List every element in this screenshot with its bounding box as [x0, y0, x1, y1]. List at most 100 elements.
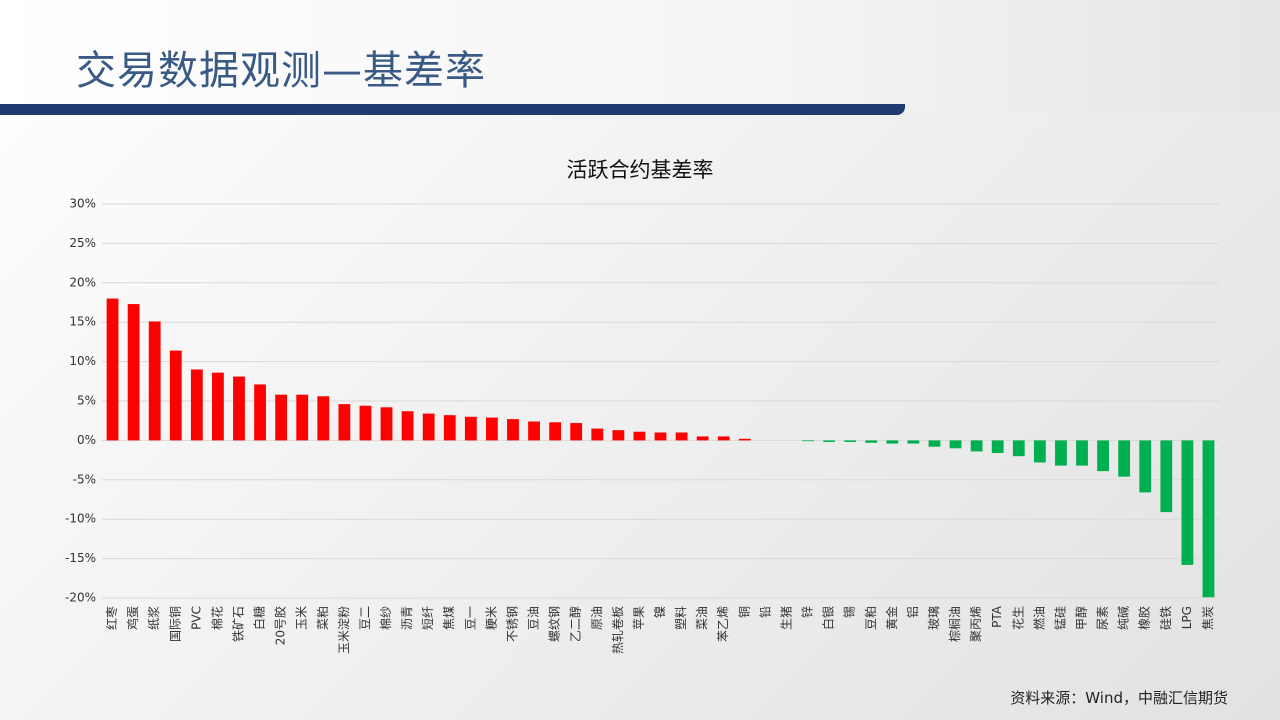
x-tick-label: 铁矿石 — [231, 606, 245, 642]
bar — [991, 440, 1004, 454]
bar — [1160, 440, 1173, 513]
bar — [612, 430, 625, 441]
bar — [106, 298, 119, 441]
bar — [127, 304, 140, 441]
x-tick-label: 豆油 — [527, 606, 541, 630]
x-tick-label: 棕榈油 — [947, 606, 962, 642]
x-tick-label: 菜油 — [695, 606, 709, 630]
bar — [675, 432, 688, 441]
x-tick-label: 铅 — [758, 606, 772, 618]
bar — [1118, 440, 1131, 477]
x-tick-label: PTA — [990, 605, 1004, 628]
x-tick-label: 棉纱 — [379, 606, 393, 630]
x-tick-label: LPG — [1180, 606, 1194, 629]
x-tick-label: 乙二醇 — [568, 606, 583, 642]
bar — [254, 384, 266, 441]
x-tick-label: 20号胶 — [273, 606, 288, 645]
bar — [169, 350, 182, 441]
x-tick-label: 铜 — [736, 606, 751, 618]
bar — [802, 440, 814, 442]
bar — [338, 404, 351, 441]
bar — [1202, 440, 1215, 598]
bar — [148, 321, 161, 441]
x-tick-label: 焦炭 — [1201, 606, 1215, 630]
bar — [233, 376, 245, 441]
y-tick-label: -15% — [65, 551, 96, 565]
x-tick-label: 白糖 — [252, 606, 267, 630]
x-tick-label: 玉米 — [295, 606, 309, 630]
y-tick-label: 15% — [69, 315, 96, 329]
x-tick-label: 橡胶 — [1137, 606, 1152, 630]
x-tick-label: 原油 — [590, 606, 604, 630]
bar — [296, 394, 309, 441]
bar — [401, 411, 414, 441]
x-tick-label: 尿素 — [1096, 606, 1110, 630]
x-tick-label: 聚丙烯 — [969, 606, 983, 642]
bar — [970, 440, 983, 452]
x-tick-label: 玻璃 — [927, 606, 941, 630]
x-tick-label: 塑料 — [673, 606, 688, 630]
bar — [507, 419, 519, 441]
bar — [485, 417, 498, 441]
x-tick-label: 螺纹钢 — [548, 606, 562, 642]
y-tick-label: 30% — [69, 197, 96, 211]
x-tick-label: 燃油 — [1031, 606, 1046, 630]
bar — [738, 438, 751, 441]
bar — [654, 432, 667, 441]
x-tick-label: 不锈钢 — [505, 606, 519, 642]
x-tick-label: 热轧卷板 — [610, 606, 625, 654]
x-tick-label: 鸡蛋 — [125, 606, 140, 630]
x-tick-label: 黄金 — [884, 606, 899, 630]
x-tick-label: 甲醇 — [1074, 606, 1089, 630]
bar — [591, 428, 604, 441]
bar — [886, 440, 899, 444]
bar — [464, 416, 477, 441]
x-tick-label: 硅铁 — [1159, 606, 1173, 630]
bar — [380, 407, 393, 441]
y-tick-label: 5% — [77, 394, 96, 408]
chart-title: 活跃合约基差率 — [567, 158, 714, 182]
x-tick-label: 沥青 — [400, 606, 414, 630]
x-tick-label: 锰硅 — [1052, 606, 1067, 630]
y-tick-label: 10% — [69, 354, 96, 368]
bar — [928, 440, 941, 447]
bar — [1055, 440, 1067, 466]
x-tick-label: 豆粕 — [863, 606, 878, 630]
slide-title: 交易数据观测—基差率 — [76, 48, 486, 94]
x-tick-label: 红枣 — [104, 606, 119, 630]
bar — [549, 422, 562, 441]
header-rule — [0, 104, 905, 115]
bar — [1181, 440, 1194, 565]
bar — [443, 415, 456, 441]
x-tick-label: 生猪 — [779, 606, 793, 630]
bar — [570, 423, 583, 441]
bar — [823, 440, 836, 442]
y-tick-label: 0% — [77, 433, 96, 447]
source-note: 资料来源：Wind，中融汇信期货 — [1010, 689, 1228, 707]
x-tick-label: 玉米淀粉 — [337, 606, 351, 654]
bar — [528, 421, 540, 441]
x-tick-label: 豆一 — [463, 606, 477, 630]
bar — [317, 396, 330, 441]
bar — [1076, 440, 1088, 466]
x-tick-label: 短纤 — [421, 606, 435, 630]
bar — [1097, 440, 1109, 472]
bar — [212, 372, 224, 441]
x-tick-label: 纯碱 — [1117, 606, 1131, 630]
bar — [190, 369, 203, 441]
bar — [865, 440, 878, 443]
bar — [907, 440, 920, 444]
bar — [717, 436, 730, 441]
x-tick-label: 镍 — [653, 606, 667, 618]
x-tick-label: 苯乙烯 — [716, 606, 730, 642]
x-tick-label: 白银 — [821, 606, 836, 630]
x-tick-label: 棉花 — [209, 606, 224, 630]
bar — [633, 431, 646, 441]
bar — [359, 405, 372, 441]
x-tick-label: 锡 — [842, 606, 857, 618]
x-tick-label: 菜粕 — [315, 606, 330, 630]
x-tick-label: 苹果 — [632, 606, 646, 630]
x-tick-label: 粳米 — [484, 606, 498, 630]
